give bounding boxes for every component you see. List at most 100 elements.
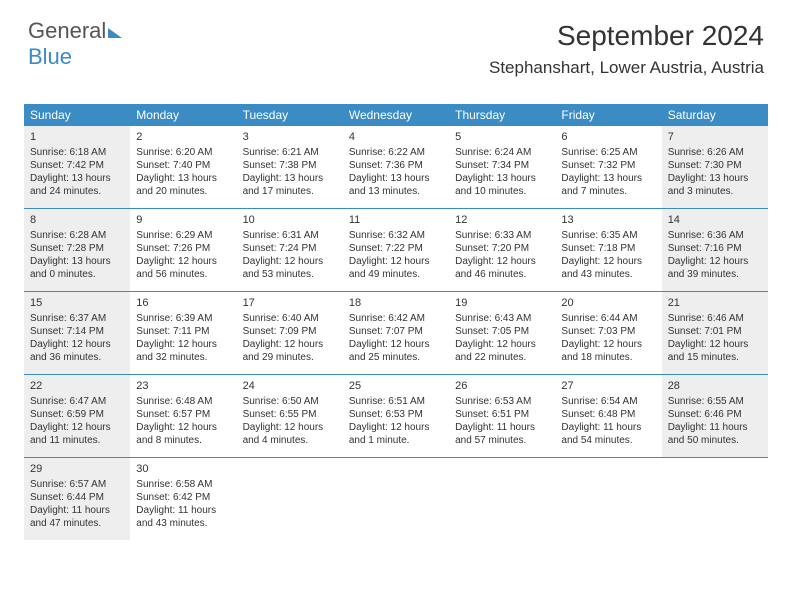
day-number: 4 — [349, 130, 443, 144]
day-number: 6 — [561, 130, 655, 144]
daylight-line: Daylight: 13 hours and 20 minutes. — [136, 172, 230, 198]
sunrise-line: Sunrise: 6:35 AM — [561, 229, 655, 242]
weekday-label: Saturday — [662, 104, 768, 126]
sunset-line: Sunset: 6:55 PM — [243, 408, 337, 421]
calendar: SundayMondayTuesdayWednesdayThursdayFrid… — [24, 104, 768, 540]
day-cell: 29 Sunrise: 6:57 AMSunset: 6:44 PMDayligh… — [24, 458, 130, 540]
day-cell — [555, 458, 661, 540]
sunset-line: Sunset: 6:42 PM — [136, 491, 230, 504]
sunrise-line: Sunrise: 6:39 AM — [136, 312, 230, 325]
sunset-line: Sunset: 7:42 PM — [30, 159, 124, 172]
sunset-line: Sunset: 7:26 PM — [136, 242, 230, 255]
day-cell: 13Sunrise: 6:35 AMSunset: 7:18 PMDayligh… — [555, 209, 661, 291]
day-cell — [237, 458, 343, 540]
daylight-line: Daylight: 13 hours and 10 minutes. — [455, 172, 549, 198]
sunrise-line: Sunrise: 6:48 AM — [136, 395, 230, 408]
day-cell: 20Sunrise: 6:44 AMSunset: 7:03 PMDayligh… — [555, 292, 661, 374]
page-title: September 2024 — [489, 20, 764, 52]
daylight-line: Daylight: 11 hours and 47 minutes. — [30, 504, 124, 530]
day-number: 7 — [668, 130, 762, 144]
weekday-label: Monday — [130, 104, 236, 126]
day-number: 5 — [455, 130, 549, 144]
sunrise-line: Sunrise: 6:33 AM — [455, 229, 549, 242]
day-cell: 15Sunrise: 6:37 AMSunset: 7:14 PMDayligh… — [24, 292, 130, 374]
sunset-line: Sunset: 7:34 PM — [455, 159, 549, 172]
daylight-line: Daylight: 12 hours and 29 minutes. — [243, 338, 337, 364]
weekday-header: SundayMondayTuesdayWednesdayThursdayFrid… — [24, 104, 768, 126]
week-row: 15Sunrise: 6:37 AMSunset: 7:14 PMDayligh… — [24, 292, 768, 375]
weekday-label: Sunday — [24, 104, 130, 126]
daylight-line: Daylight: 13 hours and 7 minutes. — [561, 172, 655, 198]
sunset-line: Sunset: 7:01 PM — [668, 325, 762, 338]
day-cell: 17Sunrise: 6:40 AMSunset: 7:09 PMDayligh… — [237, 292, 343, 374]
day-cell — [662, 458, 768, 540]
day-cell: 19Sunrise: 6:43 AMSunset: 7:05 PMDayligh… — [449, 292, 555, 374]
sunrise-line: Sunrise: 6:24 AM — [455, 146, 549, 159]
sunrise-line: Sunrise: 6:55 AM — [668, 395, 762, 408]
day-number: 9 — [136, 213, 230, 227]
daylight-line: Daylight: 12 hours and 18 minutes. — [561, 338, 655, 364]
day-number: 30 — [136, 462, 230, 476]
sunset-line: Sunset: 7:11 PM — [136, 325, 230, 338]
sunrise-line: Sunrise: 6:28 AM — [30, 229, 124, 242]
day-cell — [343, 458, 449, 540]
sunrise-line: Sunrise: 6:43 AM — [455, 312, 549, 325]
day-number: 19 — [455, 296, 549, 310]
weekday-label: Tuesday — [237, 104, 343, 126]
day-number: 11 — [349, 213, 443, 227]
daylight-line: Daylight: 12 hours and 1 minute. — [349, 421, 443, 447]
sunset-line: Sunset: 6:57 PM — [136, 408, 230, 421]
daylight-line: Daylight: 12 hours and 53 minutes. — [243, 255, 337, 281]
day-cell: 4Sunrise: 6:22 AMSunset: 7:36 PMDaylight… — [343, 126, 449, 208]
logo-part1: General — [28, 18, 106, 43]
sunrise-line: Sunrise: 6:29 AM — [136, 229, 230, 242]
daylight-line: Daylight: 13 hours and 17 minutes. — [243, 172, 337, 198]
weekday-label: Wednesday — [343, 104, 449, 126]
daylight-line: Daylight: 12 hours and 43 minutes. — [561, 255, 655, 281]
location-subtitle: Stephanshart, Lower Austria, Austria — [489, 58, 764, 78]
day-number: 28 — [668, 379, 762, 393]
day-cell: 11Sunrise: 6:32 AMSunset: 7:22 PMDayligh… — [343, 209, 449, 291]
daylight-line: Daylight: 11 hours and 54 minutes. — [561, 421, 655, 447]
day-cell: 14Sunrise: 6:36 AMSunset: 7:16 PMDayligh… — [662, 209, 768, 291]
logo-triangle-icon — [108, 28, 122, 38]
day-number: 16 — [136, 296, 230, 310]
sunrise-line: Sunrise: 6:31 AM — [243, 229, 337, 242]
day-cell: 9 Sunrise: 6:29 AMSunset: 7:26 PMDaylight… — [130, 209, 236, 291]
daylight-line: Daylight: 12 hours and 46 minutes. — [455, 255, 549, 281]
day-cell: 12Sunrise: 6:33 AMSunset: 7:20 PMDayligh… — [449, 209, 555, 291]
sunset-line: Sunset: 6:44 PM — [30, 491, 124, 504]
sunset-line: Sunset: 6:46 PM — [668, 408, 762, 421]
day-number: 18 — [349, 296, 443, 310]
day-number: 26 — [455, 379, 549, 393]
sunrise-line: Sunrise: 6:32 AM — [349, 229, 443, 242]
day-cell: 22Sunrise: 6:47 AMSunset: 6:59 PMDayligh… — [24, 375, 130, 457]
sunrise-line: Sunrise: 6:51 AM — [349, 395, 443, 408]
daylight-line: Daylight: 11 hours and 50 minutes. — [668, 421, 762, 447]
day-number: 13 — [561, 213, 655, 227]
sunset-line: Sunset: 7:40 PM — [136, 159, 230, 172]
daylight-line: Daylight: 12 hours and 39 minutes. — [668, 255, 762, 281]
daylight-line: Daylight: 13 hours and 3 minutes. — [668, 172, 762, 198]
daylight-line: Daylight: 11 hours and 43 minutes. — [136, 504, 230, 530]
sunset-line: Sunset: 7:32 PM — [561, 159, 655, 172]
sunrise-line: Sunrise: 6:25 AM — [561, 146, 655, 159]
sunset-line: Sunset: 6:48 PM — [561, 408, 655, 421]
sunrise-line: Sunrise: 6:22 AM — [349, 146, 443, 159]
day-number: 29 — [30, 462, 124, 476]
sunrise-line: Sunrise: 6:18 AM — [30, 146, 124, 159]
day-cell: 6 Sunrise: 6:25 AMSunset: 7:32 PMDaylight… — [555, 126, 661, 208]
sunset-line: Sunset: 7:16 PM — [668, 242, 762, 255]
sunset-line: Sunset: 7:24 PM — [243, 242, 337, 255]
sunrise-line: Sunrise: 6:36 AM — [668, 229, 762, 242]
daylight-line: Daylight: 12 hours and 49 minutes. — [349, 255, 443, 281]
daylight-line: Daylight: 12 hours and 56 minutes. — [136, 255, 230, 281]
daylight-line: Daylight: 13 hours and 24 minutes. — [30, 172, 124, 198]
day-cell: 26Sunrise: 6:53 AMSunset: 6:51 PMDayligh… — [449, 375, 555, 457]
day-cell: 21Sunrise: 6:46 AMSunset: 7:01 PMDayligh… — [662, 292, 768, 374]
daylight-line: Daylight: 12 hours and 22 minutes. — [455, 338, 549, 364]
day-cell: 8Sunrise: 6:28 AMSunset: 7:28 PMDaylight… — [24, 209, 130, 291]
sunrise-line: Sunrise: 6:57 AM — [30, 478, 124, 491]
week-row: 8Sunrise: 6:28 AMSunset: 7:28 PMDaylight… — [24, 209, 768, 292]
sunset-line: Sunset: 7:20 PM — [455, 242, 549, 255]
